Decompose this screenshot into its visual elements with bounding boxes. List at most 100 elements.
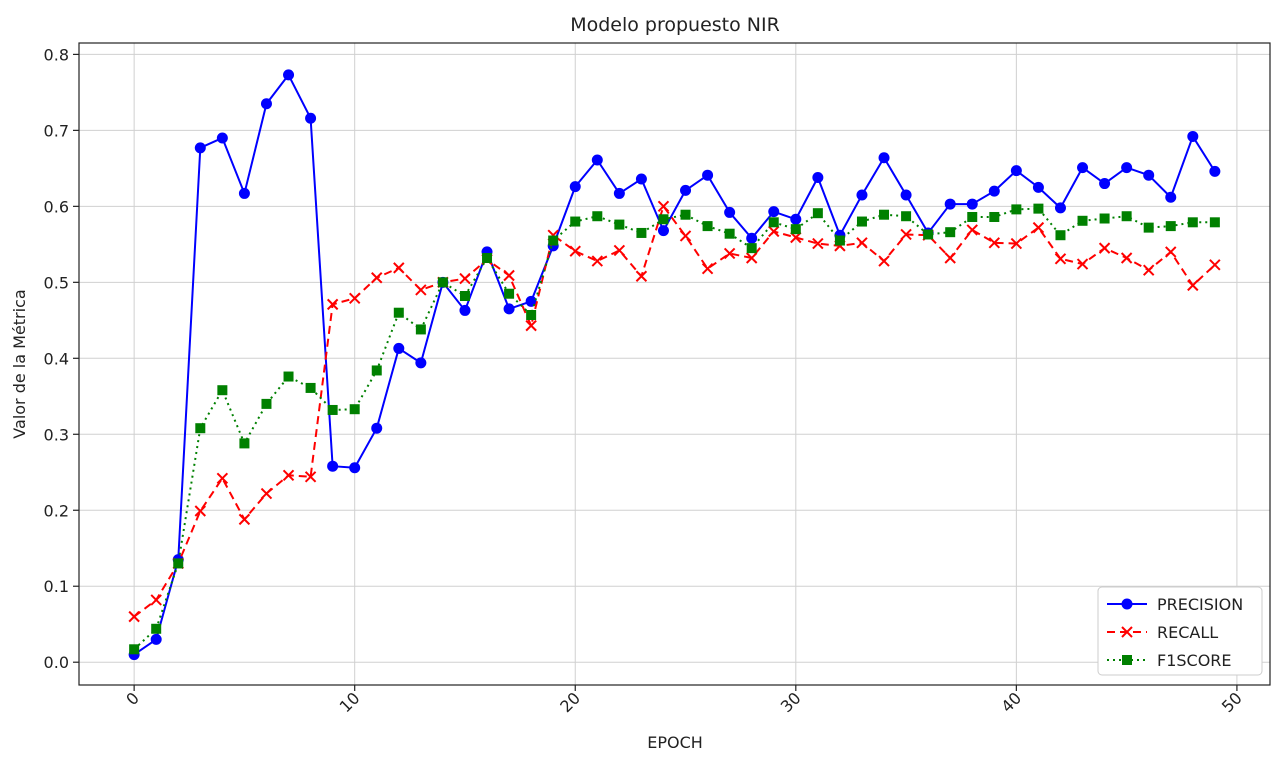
data-point-recall (1187, 279, 1199, 292)
series-layer (128, 69, 1221, 661)
data-point-recall (1076, 258, 1089, 270)
data-point-precision (1010, 165, 1022, 177)
data-point-precision (1209, 165, 1221, 177)
data-point-recall (1054, 253, 1067, 265)
data-point-recall (790, 231, 802, 244)
data-point-f1score (1077, 215, 1088, 226)
data-point-f1score (1033, 203, 1044, 214)
data-point-recall (415, 284, 427, 296)
data-point-f1score (680, 209, 691, 220)
data-point-f1score (636, 227, 647, 238)
legend-item-f1score: F1SCORE (1107, 651, 1232, 670)
data-point-f1score (371, 365, 382, 376)
y-tick-label: 0.3 (44, 425, 69, 444)
data-point-precision (966, 198, 978, 210)
data-point-precision (657, 225, 669, 237)
data-point-f1score (1209, 217, 1220, 228)
data-point-recall (591, 255, 604, 267)
grid-layer (79, 43, 1270, 685)
legend-label: PRECISION (1157, 595, 1243, 614)
data-point-f1score (702, 221, 713, 232)
data-point-recall (128, 610, 140, 623)
data-point-recall (1032, 221, 1045, 234)
data-point-precision (194, 142, 206, 154)
data-point-precision (944, 198, 956, 210)
data-point-f1score (526, 309, 537, 320)
data-point-f1score (151, 623, 162, 634)
legend-marker (1121, 626, 1133, 638)
x-tick-label: 20 (556, 688, 584, 716)
data-point-recall (745, 252, 758, 264)
series-line-recall (133, 205, 1216, 618)
data-point-f1score (768, 217, 779, 228)
data-point-f1score (967, 211, 978, 222)
data-point-f1score (327, 404, 338, 415)
data-point-precision (283, 69, 295, 81)
data-point-precision (790, 213, 802, 225)
data-point-f1score (239, 438, 250, 449)
plot-area-frame (78, 42, 1271, 686)
data-point-recall (613, 244, 626, 257)
data-point-precision (1187, 130, 1199, 142)
series-recall (128, 200, 1221, 623)
data-point-precision (260, 98, 272, 110)
data-point-f1score (1143, 222, 1154, 233)
data-point-precision (1077, 162, 1089, 174)
tick-layer: 0 10 20 30 40 50 0.0 0.1 0.2 0.3 0.4 0.5 0.6 0.7 0.8 (44, 45, 1246, 716)
data-point-f1score (415, 324, 426, 335)
data-point-precision (238, 187, 250, 199)
legend-label: F1SCORE (1157, 651, 1232, 670)
data-point-precision (613, 187, 625, 199)
data-point-precision (635, 173, 647, 185)
data-point-f1score (261, 398, 272, 409)
data-point-f1score (1011, 204, 1022, 215)
y-tick-label: 0.2 (44, 501, 69, 520)
data-point-recall (1209, 259, 1221, 271)
data-point-f1score (548, 235, 559, 246)
y-tick-label: 0.5 (44, 273, 69, 292)
legend: PRECISION RECALL F1SCORE (1097, 586, 1263, 676)
data-point-precision (1121, 162, 1133, 174)
data-point-f1score (1165, 221, 1176, 232)
series-f1score (129, 203, 1220, 655)
data-point-f1score (437, 277, 448, 288)
data-point-precision (1165, 191, 1177, 203)
data-point-recall (459, 272, 471, 285)
data-point-f1score (658, 214, 669, 225)
data-point-recall (393, 262, 405, 274)
data-point-f1score (349, 404, 360, 415)
data-point-recall (966, 224, 978, 236)
data-point-precision (150, 633, 162, 645)
data-point-f1score (1099, 213, 1110, 224)
data-point-f1score (283, 371, 294, 382)
data-point-f1score (195, 423, 206, 434)
data-point-recall (348, 292, 361, 304)
data-point-f1score (482, 253, 493, 264)
data-point-f1score (901, 211, 912, 222)
data-point-recall (900, 228, 912, 241)
data-point-f1score (173, 558, 184, 569)
y-tick-label: 0.1 (44, 577, 69, 596)
data-point-recall (856, 237, 868, 249)
data-point-recall (679, 230, 692, 242)
x-tick-label: 50 (1218, 688, 1246, 716)
x-tick-label: 30 (777, 688, 805, 716)
data-point-precision (768, 206, 780, 218)
data-point-precision (1099, 178, 1111, 190)
data-point-f1score (989, 211, 1000, 222)
data-point-precision (305, 112, 317, 124)
data-point-precision (900, 189, 912, 201)
data-point-precision (746, 232, 758, 244)
data-point-precision (1054, 202, 1066, 214)
data-point-f1score (614, 219, 625, 230)
legend-label: RECALL (1157, 623, 1218, 642)
data-point-f1score (812, 208, 823, 219)
series-precision (128, 69, 1221, 661)
data-point-f1score (129, 644, 140, 655)
series-line-f1score (133, 207, 1215, 651)
data-point-f1score (856, 216, 867, 227)
legend-item-precision: PRECISION (1107, 595, 1243, 614)
data-point-recall (282, 469, 295, 482)
data-point-f1score (1121, 211, 1132, 222)
data-point-precision (591, 154, 603, 166)
